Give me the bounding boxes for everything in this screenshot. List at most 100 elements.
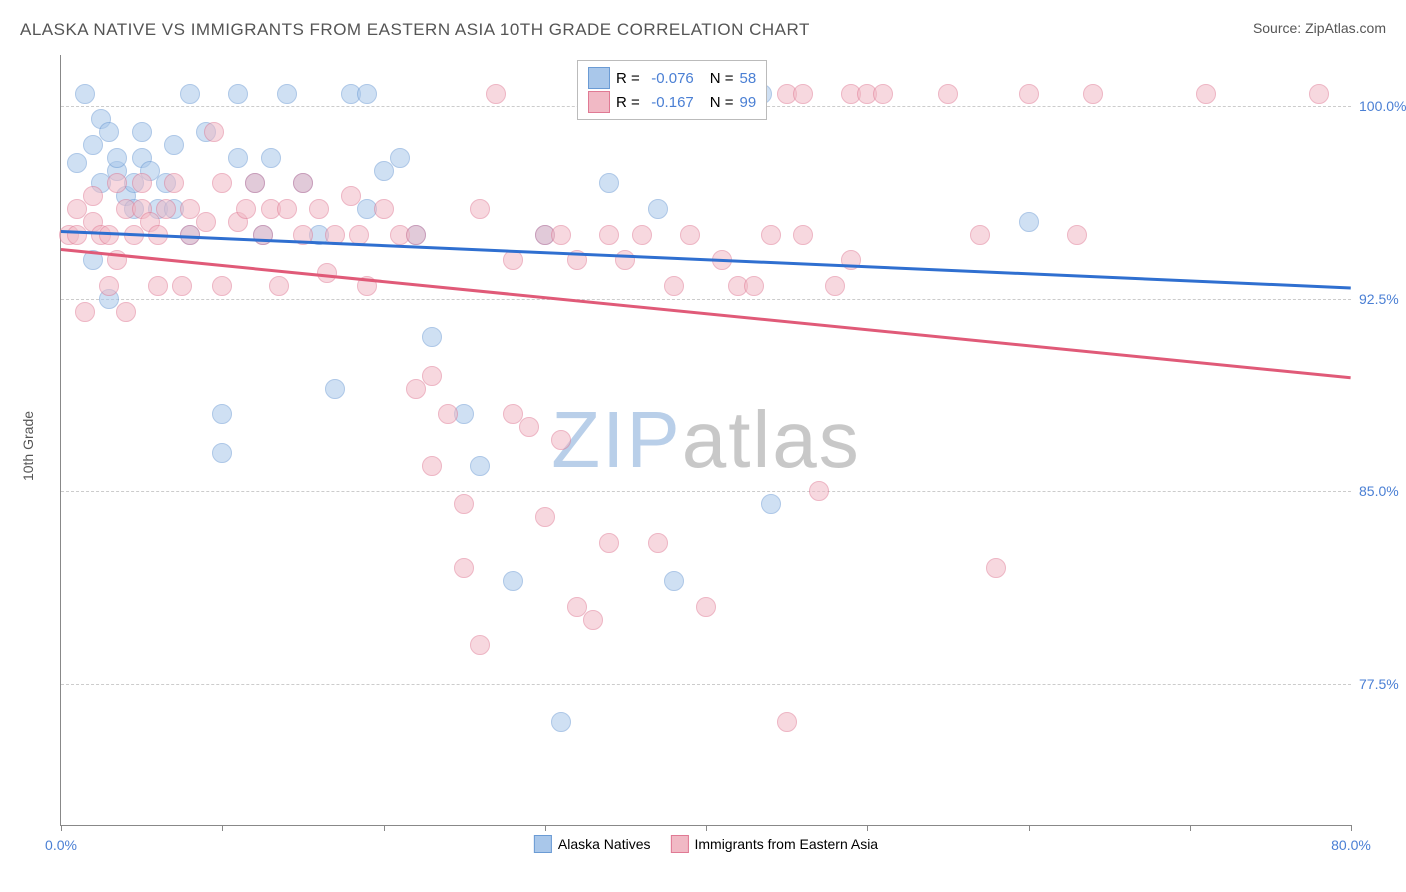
scatter-point: [212, 173, 232, 193]
scatter-point: [664, 571, 684, 591]
series-legend: Alaska Natives Immigrants from Eastern As…: [534, 835, 878, 853]
scatter-point: [341, 186, 361, 206]
scatter-point: [793, 84, 813, 104]
gridline: [61, 491, 1351, 492]
scatter-point: [390, 148, 410, 168]
legend-label: Alaska Natives: [558, 836, 651, 852]
x-tick: [1029, 825, 1030, 831]
scatter-point: [744, 276, 764, 296]
scatter-point: [599, 225, 619, 245]
scatter-point: [535, 507, 555, 527]
scatter-point: [777, 712, 797, 732]
scatter-point: [228, 84, 248, 104]
stat-label: R =: [616, 70, 640, 87]
scatter-chart: 77.5%85.0%92.5%100.0%0.0%80.0%ZIPatlasR …: [60, 55, 1351, 826]
stat-label: N =: [710, 70, 734, 87]
stat-label: R =: [616, 94, 640, 111]
scatter-point: [261, 148, 281, 168]
scatter-point: [277, 84, 297, 104]
scatter-point: [245, 173, 265, 193]
scatter-point: [269, 276, 289, 296]
scatter-point: [212, 404, 232, 424]
legend-label: Immigrants from Eastern Asia: [694, 836, 878, 852]
scatter-point: [422, 366, 442, 386]
scatter-point: [680, 225, 700, 245]
legend-item: Immigrants from Eastern Asia: [670, 835, 878, 853]
watermark: ZIPatlas: [551, 394, 860, 486]
scatter-point: [212, 443, 232, 463]
scatter-point: [438, 404, 458, 424]
scatter-point: [180, 84, 200, 104]
scatter-point: [970, 225, 990, 245]
scatter-point: [107, 173, 127, 193]
scatter-point: [99, 276, 119, 296]
n-value: 99: [740, 94, 757, 111]
scatter-point: [873, 84, 893, 104]
scatter-point: [1196, 84, 1216, 104]
scatter-point: [204, 122, 224, 142]
legend-swatch: [588, 91, 610, 113]
scatter-point: [648, 199, 668, 219]
y-tick-label: 92.5%: [1359, 291, 1406, 307]
trend-line: [61, 230, 1351, 289]
scatter-point: [583, 610, 603, 630]
scatter-point: [374, 161, 394, 181]
scatter-point: [551, 712, 571, 732]
scatter-point: [422, 456, 442, 476]
scatter-point: [519, 417, 539, 437]
scatter-point: [349, 225, 369, 245]
scatter-point: [172, 276, 192, 296]
x-tick: [706, 825, 707, 831]
scatter-point: [648, 533, 668, 553]
scatter-point: [212, 276, 232, 296]
scatter-point: [132, 173, 152, 193]
scatter-point: [599, 173, 619, 193]
scatter-point: [503, 571, 523, 591]
scatter-point: [309, 199, 329, 219]
scatter-point: [761, 494, 781, 514]
chart-title: ALASKA NATIVE VS IMMIGRANTS FROM EASTERN…: [20, 20, 810, 40]
legend-swatch: [670, 835, 688, 853]
scatter-point: [277, 199, 297, 219]
scatter-point: [470, 199, 490, 219]
scatter-point: [1309, 84, 1329, 104]
correlation-row: R =-0.076N =58: [588, 67, 756, 89]
header: ALASKA NATIVE VS IMMIGRANTS FROM EASTERN…: [20, 20, 1386, 50]
x-tick: [1190, 825, 1191, 831]
y-axis-label: 10th Grade: [20, 411, 36, 481]
scatter-point: [696, 597, 716, 617]
legend-swatch: [534, 835, 552, 853]
x-tick: [1351, 825, 1352, 831]
scatter-point: [809, 481, 829, 501]
scatter-point: [164, 135, 184, 155]
scatter-point: [325, 379, 345, 399]
y-tick-label: 85.0%: [1359, 483, 1406, 499]
scatter-point: [236, 199, 256, 219]
scatter-point: [156, 199, 176, 219]
gridline: [61, 684, 1351, 685]
scatter-point: [986, 558, 1006, 578]
scatter-point: [99, 122, 119, 142]
scatter-point: [1019, 84, 1039, 104]
scatter-point: [196, 212, 216, 232]
legend-swatch: [588, 67, 610, 89]
scatter-point: [67, 153, 87, 173]
scatter-point: [148, 276, 168, 296]
scatter-point: [357, 84, 377, 104]
scatter-point: [132, 122, 152, 142]
scatter-point: [1019, 212, 1039, 232]
x-tick-label: 80.0%: [1331, 837, 1371, 853]
scatter-point: [470, 635, 490, 655]
correlation-legend: R =-0.076N =58R =-0.167N =99: [577, 60, 767, 120]
scatter-point: [75, 302, 95, 322]
scatter-point: [406, 225, 426, 245]
scatter-point: [454, 494, 474, 514]
scatter-point: [75, 84, 95, 104]
scatter-point: [454, 558, 474, 578]
scatter-point: [116, 302, 136, 322]
scatter-point: [664, 276, 684, 296]
x-tick: [61, 825, 62, 831]
scatter-point: [632, 225, 652, 245]
scatter-point: [761, 225, 781, 245]
stat-label: N =: [710, 94, 734, 111]
